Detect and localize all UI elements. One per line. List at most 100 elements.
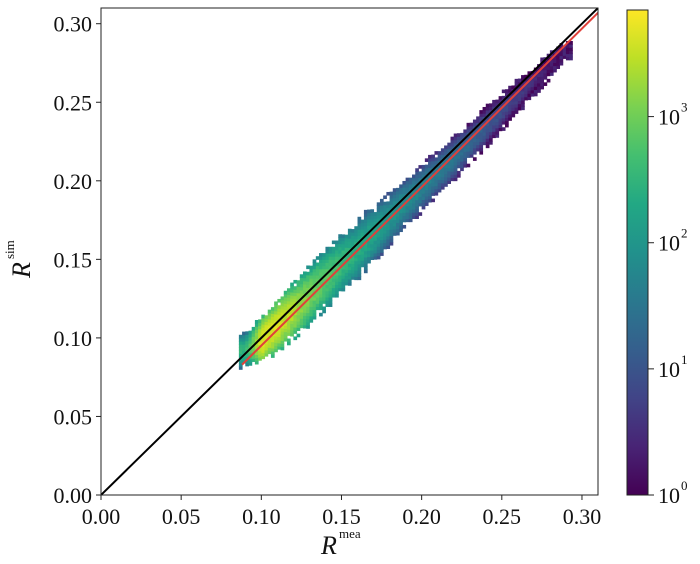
heatmap-bin <box>447 155 452 159</box>
heatmap-bin <box>395 213 400 217</box>
heatmap-bin <box>261 327 266 331</box>
heatmap-bin <box>530 74 535 78</box>
heatmap-bin <box>341 284 346 289</box>
heatmap-bin <box>319 287 323 292</box>
heatmap-bin <box>328 303 333 307</box>
heatmap-bin <box>392 203 397 208</box>
heatmap-bin <box>395 231 400 236</box>
heatmap-bin <box>325 293 330 298</box>
heatmap-bin <box>418 202 423 207</box>
heatmap-bin <box>412 212 416 216</box>
heatmap-bin <box>309 268 314 273</box>
heatmap-bin <box>338 268 342 273</box>
heatmap-bin <box>360 225 365 230</box>
heatmap-bin <box>386 229 391 234</box>
heatmap-bin <box>540 79 544 84</box>
heatmap-bin <box>495 102 500 107</box>
heatmap-bin <box>344 247 349 251</box>
heatmap-bin <box>379 227 384 231</box>
heatmap-bin <box>322 300 326 304</box>
heatmap-bin <box>293 295 298 300</box>
heatmap-bin <box>383 239 387 244</box>
identity-line <box>101 8 598 495</box>
heatmap-bin <box>492 118 496 123</box>
heatmap-bin <box>370 209 375 213</box>
heatmap-bin <box>437 188 442 193</box>
heatmap-bin <box>456 152 461 156</box>
heatmap-bin <box>479 116 484 121</box>
heatmap-bin <box>517 103 522 108</box>
heatmap-bin <box>338 246 342 251</box>
heatmap-bin <box>344 266 349 270</box>
heatmap-bin <box>312 297 317 301</box>
heatmap-bin <box>331 262 336 267</box>
heatmap-bin <box>540 70 544 74</box>
heatmap-bin <box>319 259 323 263</box>
heatmap-bin <box>565 56 570 61</box>
heatmap-bin <box>415 205 419 210</box>
heatmap-bin <box>322 259 326 263</box>
heatmap-bin <box>277 333 282 338</box>
heatmap-bin <box>453 149 458 153</box>
heatmap-bin <box>453 168 458 172</box>
heatmap-bin <box>351 269 355 274</box>
heatmap-bin <box>328 290 333 295</box>
heatmap-bin <box>505 114 509 118</box>
heatmap-bin <box>472 122 477 127</box>
heatmap-bin <box>357 257 362 262</box>
heatmap-bin <box>392 197 397 202</box>
heatmap-bin <box>402 199 407 204</box>
heatmap-bin <box>357 251 362 255</box>
heatmap-bin <box>261 320 266 325</box>
heatmap-bin <box>309 281 314 285</box>
heatmap-bin <box>492 134 496 139</box>
heatmap-bin <box>367 256 371 261</box>
heatmap-bin <box>363 216 368 220</box>
heatmap-bin <box>286 288 291 292</box>
heatmap-bin <box>463 132 468 137</box>
heatmap-bin <box>565 53 570 58</box>
heatmap-bin <box>270 316 275 321</box>
heatmap-bin <box>328 259 333 263</box>
heatmap-bin <box>389 241 394 246</box>
heatmap-bin <box>383 217 387 222</box>
heatmap-bin <box>485 125 490 130</box>
heatmap-bin <box>351 273 355 277</box>
heatmap-bin <box>418 199 423 204</box>
heatmap-bin <box>258 341 262 345</box>
heatmap-bin <box>341 250 346 254</box>
heatmap-bin <box>286 307 291 311</box>
heatmap-bin <box>399 212 403 217</box>
heatmap-bin <box>514 107 519 111</box>
heatmap-bin <box>335 243 339 248</box>
heatmap-bin <box>376 240 381 244</box>
heatmap-bin <box>424 189 429 194</box>
heatmap-bin <box>399 222 403 226</box>
heatmap-bin <box>421 174 426 179</box>
heatmap-bin <box>335 271 339 276</box>
heatmap-bin <box>405 209 410 213</box>
heatmap-bin <box>498 124 503 129</box>
heatmap-bin <box>357 226 362 230</box>
heatmap-bin <box>431 157 435 162</box>
heatmap-bin <box>389 191 394 196</box>
heatmap-bin <box>492 99 496 104</box>
heatmap-bin <box>379 233 384 238</box>
heatmap-bin <box>277 305 282 309</box>
heatmap-bin <box>415 177 419 182</box>
heatmap-bin <box>347 228 352 233</box>
heatmap-bin <box>251 345 256 350</box>
heatmap-bin <box>274 310 278 315</box>
heatmap-bin <box>415 199 419 204</box>
heatmap-bin <box>373 215 378 219</box>
heatmap-bin <box>421 164 426 169</box>
heatmap-bin <box>277 308 282 313</box>
y-tick-label: 0.25 <box>54 90 93 115</box>
heatmap-bin <box>264 315 269 319</box>
heatmap-bin <box>306 274 310 279</box>
heatmap-bin <box>344 234 349 239</box>
heatmap-bin <box>488 131 493 136</box>
heatmap-bin <box>428 158 432 162</box>
heatmap-bin <box>428 154 432 159</box>
y-tick-label: 0.00 <box>54 483 93 508</box>
